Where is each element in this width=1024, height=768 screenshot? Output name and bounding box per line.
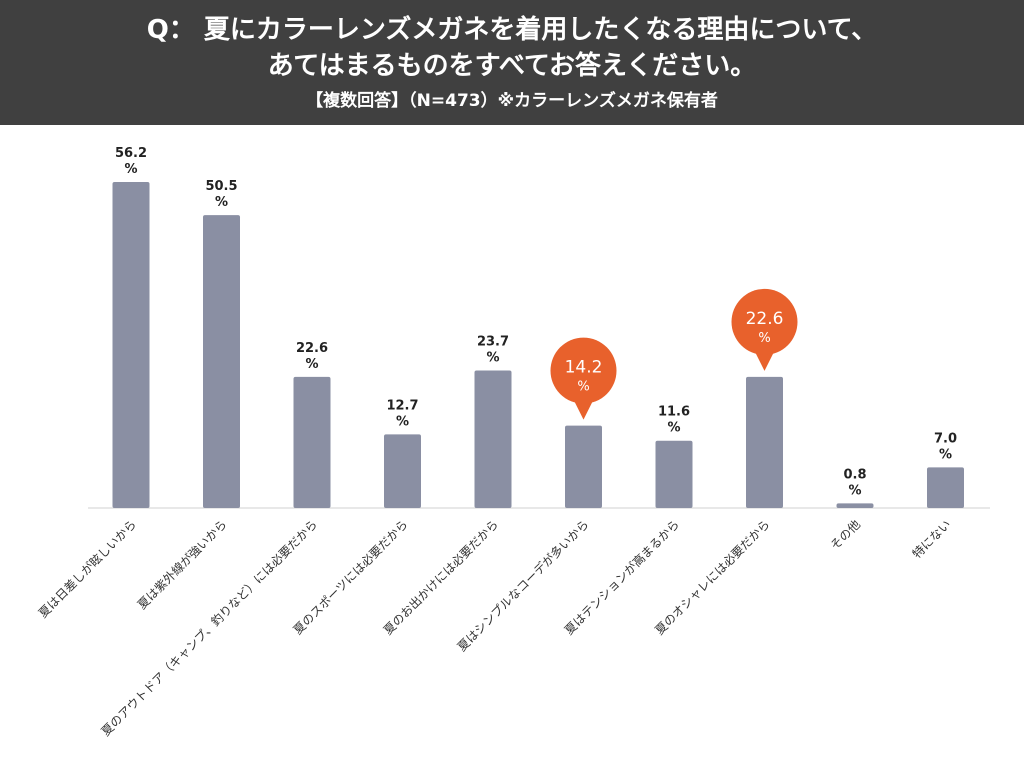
data-label-value: 7.0 <box>934 431 957 446</box>
highlight-callout <box>731 288 798 355</box>
bar <box>474 370 512 508</box>
bar-group: 12.7% <box>384 398 421 508</box>
data-label-value: 22.6 <box>746 309 784 329</box>
chart-header: Q： 夏にカラーレンズメガネを着用したくなる理由について、 あてはまるものをすべ… <box>0 0 1024 125</box>
data-label-unit: % <box>486 351 499 366</box>
bar-group: 22.6% <box>293 341 331 508</box>
bar-group: 7.0% <box>927 431 964 508</box>
data-label-unit: % <box>124 162 137 177</box>
category-label: 夏は日差しが眩しいから <box>35 517 139 621</box>
highlight-callout-pointer <box>573 399 594 420</box>
data-label-unit: % <box>305 357 318 372</box>
bar <box>927 467 964 508</box>
bar-group: 50.5% <box>203 179 240 508</box>
chart-subtitle: 【複数回答】（N=473）※カラーレンズメガネ保有者 <box>306 91 718 111</box>
data-label-unit: % <box>667 421 680 436</box>
data-label-unit: % <box>577 380 589 395</box>
data-label-unit: % <box>848 483 861 498</box>
question-title-line1: Q： 夏にカラーレンズメガネを着用したくなる理由について、 <box>146 15 878 45</box>
bar-group: 23.7% <box>474 335 512 508</box>
category-label: 夏は紫外線が強いから <box>134 517 229 612</box>
category-label: 夏のアウトドア（キャンプ、釣りなど）には必要だから <box>98 517 320 739</box>
data-label-unit: % <box>939 447 952 462</box>
data-label-value: 12.7 <box>386 398 418 413</box>
bar <box>293 376 331 508</box>
bar <box>384 434 421 508</box>
bar-group: 14.2% <box>550 337 617 508</box>
bar <box>565 425 602 508</box>
bar <box>112 182 150 508</box>
data-label-value: 50.5 <box>205 179 237 194</box>
category-label: その他 <box>828 517 863 552</box>
data-label-value: 22.6 <box>296 341 328 356</box>
bar <box>203 215 240 508</box>
bar <box>655 440 693 508</box>
data-label-unit: % <box>215 195 228 210</box>
bar-chart: 56.2% 夏は日差しが眩しいから 50.5% 夏は紫外線が強いから 22.6% 夏のアウ… <box>35 146 990 739</box>
question-title-line2: あてはまるものをすべてお答えください。 <box>267 51 757 81</box>
data-label-value: 56.2 <box>115 146 147 161</box>
data-label-value: 23.7 <box>477 335 509 350</box>
bar-group: 22.6% <box>731 288 798 508</box>
highlight-callout-pointer <box>754 350 775 371</box>
data-label-value: 0.8 <box>843 467 866 482</box>
highlight-callout <box>550 337 617 404</box>
data-label-unit: % <box>396 414 409 429</box>
bar <box>836 503 874 508</box>
bar-group: 56.2% <box>112 146 150 508</box>
data-label-value: 11.6 <box>658 405 690 420</box>
bar-group: 0.8% <box>836 467 874 508</box>
bar-group: 11.6% <box>655 405 693 508</box>
category-label: 特にない <box>909 517 954 562</box>
bar <box>746 376 783 508</box>
data-label-value: 14.2 <box>565 358 603 378</box>
data-label-unit: % <box>758 331 770 346</box>
